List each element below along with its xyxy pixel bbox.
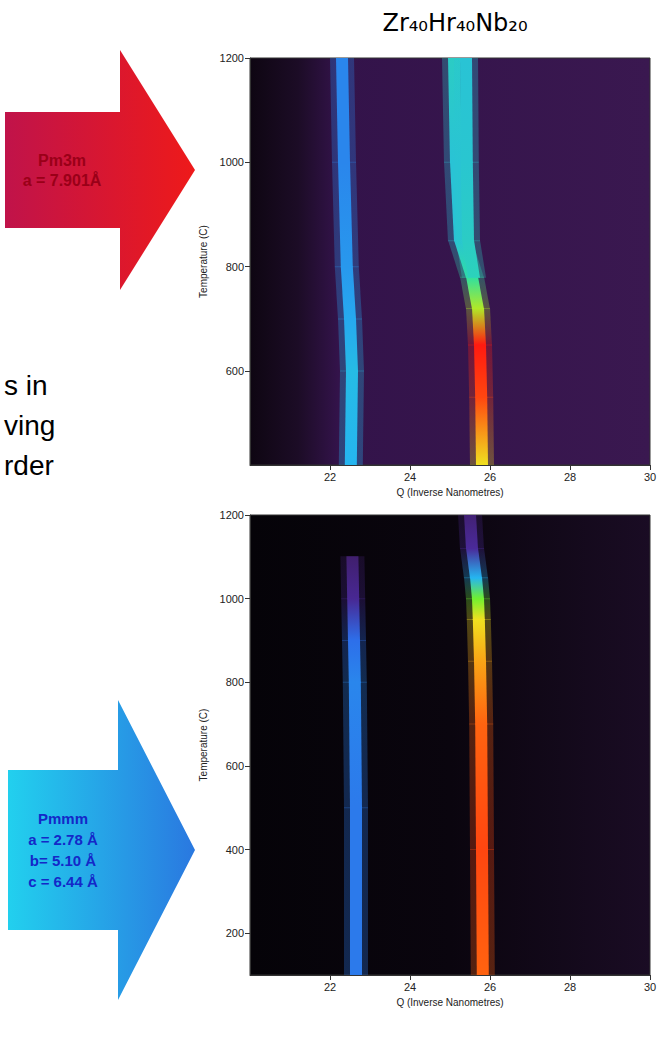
svg-text:800: 800 xyxy=(226,676,244,688)
svg-text:28: 28 xyxy=(564,981,576,993)
svg-text:Temperature (C): Temperature (C) xyxy=(198,225,209,298)
svg-text:26: 26 xyxy=(484,981,496,993)
svg-text:600: 600 xyxy=(226,760,244,772)
svg-text:600: 600 xyxy=(226,365,244,377)
svg-text:30: 30 xyxy=(644,471,656,483)
svg-text:30: 30 xyxy=(644,981,656,993)
svg-text:s in: s in xyxy=(4,370,48,401)
svg-text:24: 24 xyxy=(404,471,416,483)
svg-text:1200: 1200 xyxy=(220,509,244,521)
svg-text:Q (Inverse Nanometres): Q (Inverse Nanometres) xyxy=(396,997,503,1008)
svg-text:400: 400 xyxy=(226,844,244,856)
svg-text:1200: 1200 xyxy=(220,52,244,64)
svg-text:200: 200 xyxy=(226,927,244,939)
svg-text:b= 5.10 Å: b= 5.10 Å xyxy=(30,852,96,869)
svg-text:a = 2.78 Å: a = 2.78 Å xyxy=(28,831,98,848)
svg-text:1000: 1000 xyxy=(220,593,244,605)
svg-text:rder: rder xyxy=(4,450,54,481)
svg-text:ving: ving xyxy=(4,410,55,441)
svg-text:a = 7.901Å: a = 7.901Å xyxy=(23,171,102,189)
svg-text:22: 22 xyxy=(324,471,336,483)
svg-text:Temperature (C): Temperature (C) xyxy=(198,709,209,782)
svg-text:c = 6.44 Å: c = 6.44 Å xyxy=(28,873,98,890)
svg-text:26: 26 xyxy=(484,471,496,483)
svg-text:28: 28 xyxy=(564,471,576,483)
svg-text:Pmmm: Pmmm xyxy=(38,810,88,827)
svg-text:24: 24 xyxy=(404,981,416,993)
svg-text:1000: 1000 xyxy=(220,156,244,168)
svg-text:800: 800 xyxy=(226,261,244,273)
svg-text:22: 22 xyxy=(324,981,336,993)
svg-text:Q (Inverse Nanometres): Q (Inverse Nanometres) xyxy=(396,487,503,498)
svg-text:Pm3m: Pm3m xyxy=(38,152,86,169)
svg-text:Zr₄₀Hr₄₀Nb₂₀: Zr₄₀Hr₄₀Nb₂₀ xyxy=(382,9,527,37)
